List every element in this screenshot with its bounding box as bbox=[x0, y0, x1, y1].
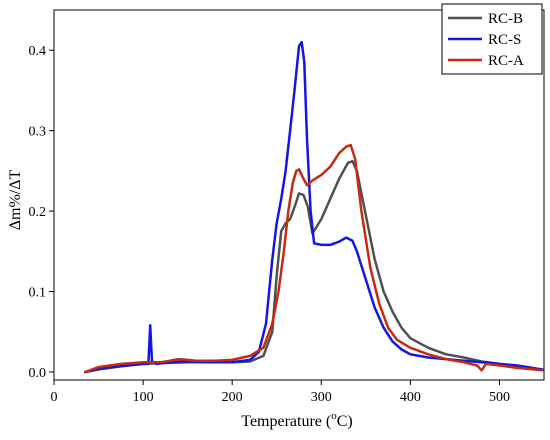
x-tick-label: 500 bbox=[489, 390, 510, 405]
legend: RC-B RC-S RC-A bbox=[441, 3, 543, 75]
x-tick-label: 0 bbox=[51, 390, 58, 405]
y-axis-title: Δm%/ΔT bbox=[7, 169, 24, 230]
y-tick-label: 0.2 bbox=[29, 205, 47, 220]
y-tick-label: 0.0 bbox=[29, 366, 47, 381]
series-line-rc-a bbox=[83, 143, 544, 374]
plot-frame bbox=[53, 9, 545, 381]
legend-label: RC-S bbox=[488, 32, 521, 48]
legend-label: RC-B bbox=[488, 11, 523, 27]
x-axis-title-prefix: Temperature ( bbox=[241, 413, 331, 430]
x-axis-title: Temperature (oC) bbox=[241, 410, 352, 430]
y-tick-label: 0.1 bbox=[29, 286, 47, 301]
x-axis-title-suffix: C) bbox=[337, 413, 353, 430]
x-tick-label: 300 bbox=[311, 390, 332, 405]
series-layer bbox=[83, 40, 544, 374]
axis-layer: 0 100 200 300 400 500 0.0 0.1 0.2 0.3 0.4 bbox=[29, 44, 510, 405]
x-axis-title-superscript: o bbox=[331, 410, 337, 422]
plot-area-border bbox=[53, 9, 545, 381]
y-tick-label: 0.3 bbox=[29, 125, 47, 140]
x-tick-label: 200 bbox=[222, 390, 243, 405]
x-tick-label: 400 bbox=[400, 390, 421, 405]
x-tick-label: 100 bbox=[133, 390, 154, 405]
series-line-rc-s bbox=[83, 40, 544, 374]
legend-label: RC-A bbox=[488, 53, 524, 69]
y-tick-label: 0.4 bbox=[29, 44, 47, 59]
series-line-rc-b bbox=[83, 159, 544, 374]
